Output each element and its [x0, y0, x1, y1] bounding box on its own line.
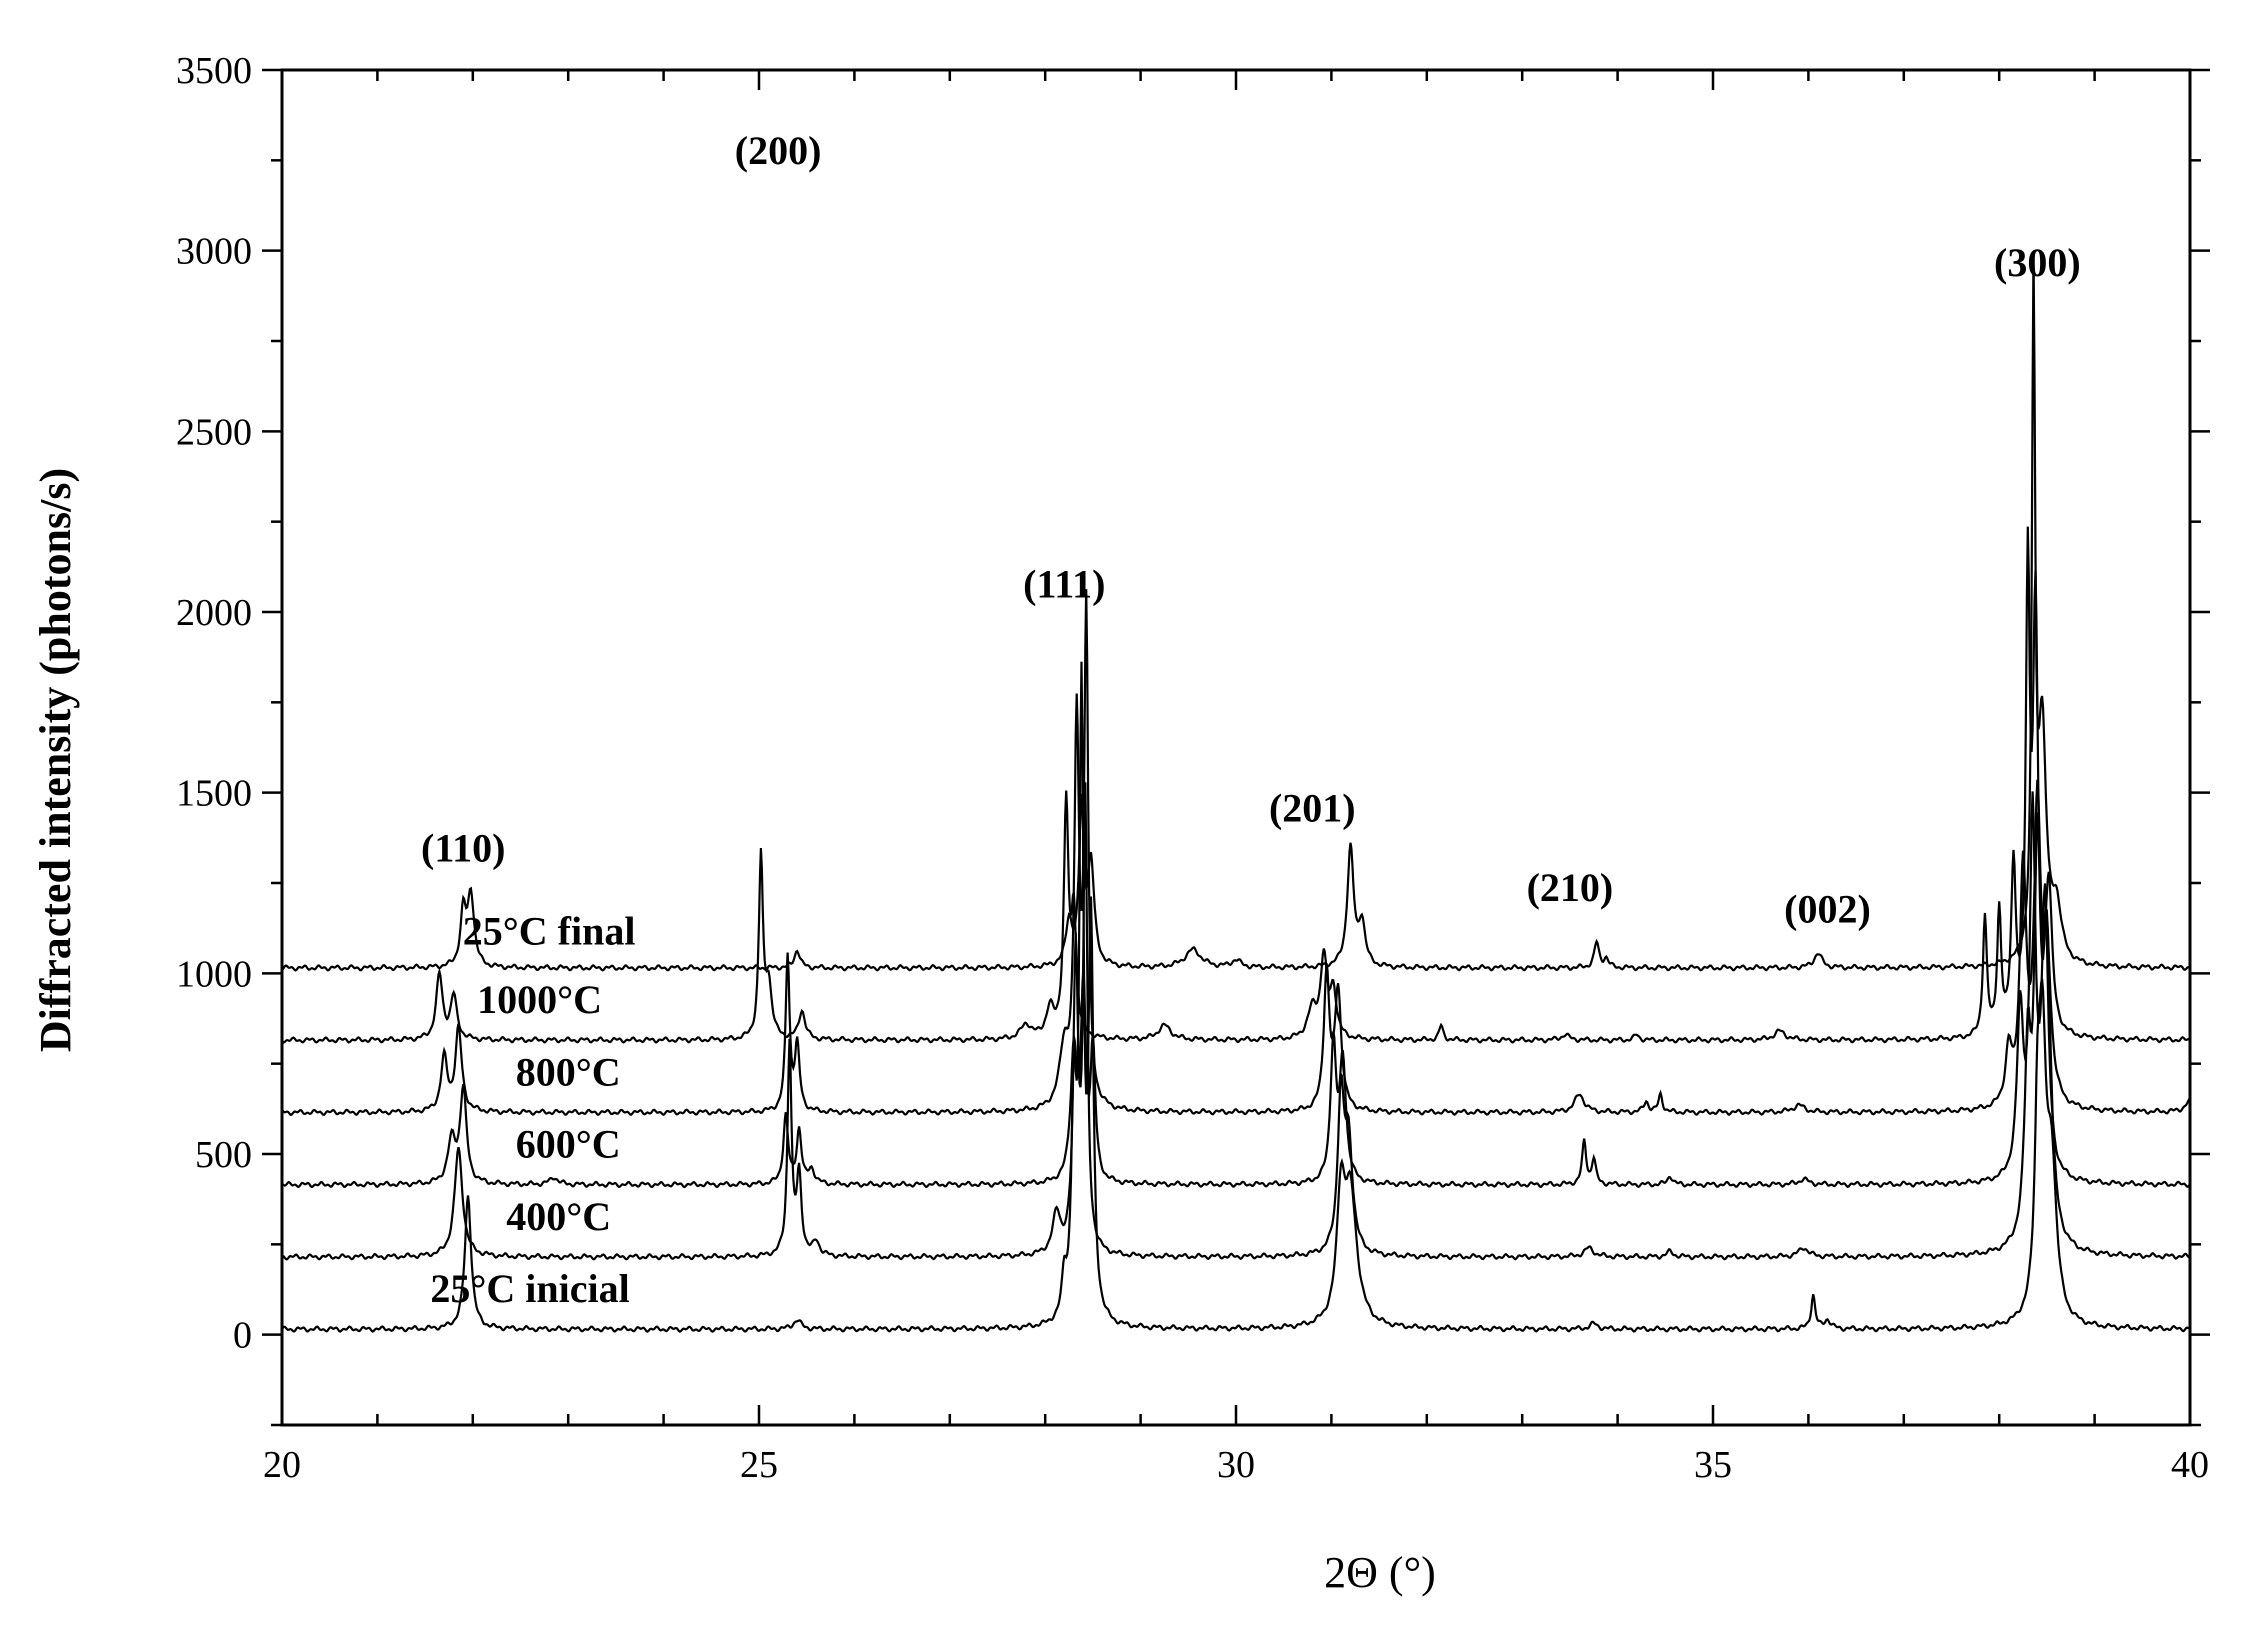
series-labels: 25°C inicial 400°C 600°C 800°C 1000°C 25°C fi…: [430, 908, 635, 1311]
series-label: 25°C inicial: [430, 1266, 629, 1311]
y-tick-label: 1500: [176, 773, 252, 815]
x-tick-label: 25: [740, 1444, 778, 1486]
peak-annotation: (210): [1527, 865, 1614, 910]
series-lines: [281, 251, 2191, 1333]
peak-annotation: (111): [1023, 562, 1105, 607]
series-line: [281, 526, 2191, 1044]
y-tick-label: 2500: [176, 411, 252, 453]
series-label: 25°C final: [463, 908, 636, 953]
x-axis: 20 25 30 35 40: [263, 70, 2209, 1486]
y-tick-label: 0: [233, 1315, 252, 1357]
x-tick-label: 35: [1694, 1444, 1732, 1486]
peak-annotation: (110): [421, 825, 505, 870]
x-tick-label: 30: [1217, 1444, 1255, 1486]
y-axis-title: Diffracted intensity (photons/s): [31, 468, 80, 1052]
y-tick-label: 3500: [176, 50, 252, 92]
y-axis: 0 500 1000 1500 2000 2500 3000 3500: [176, 50, 2210, 1427]
series-line: [281, 791, 2191, 1189]
y-tick-label: 1000: [176, 953, 252, 995]
peak-annotation: (200): [735, 128, 822, 173]
x-tick-label: 20: [263, 1444, 301, 1486]
x-tick-label: 40: [2171, 1444, 2209, 1486]
series-line: [281, 589, 2191, 1116]
peak-annotation: (300): [1994, 240, 2081, 285]
y-tick-label: 500: [195, 1134, 252, 1176]
y-tick-label: 3000: [176, 231, 252, 273]
series-line: [281, 782, 2191, 1261]
series-label: 800°C: [516, 1049, 621, 1094]
series-label: 400°C: [506, 1194, 611, 1239]
peak-annotations: (110) (200) (111) (201) (210) (002) (300): [421, 128, 2081, 932]
series-label: 1000°C: [477, 977, 602, 1022]
peak-annotation: (002): [1784, 887, 1871, 932]
series-label: 600°C: [516, 1122, 621, 1167]
peak-annotation: (201): [1269, 786, 1356, 831]
series-line: [281, 251, 2191, 972]
y-tick-label: 2000: [176, 592, 252, 634]
x-axis-title: 2Θ (°): [1324, 1548, 1436, 1597]
series-line: [281, 661, 2190, 1333]
